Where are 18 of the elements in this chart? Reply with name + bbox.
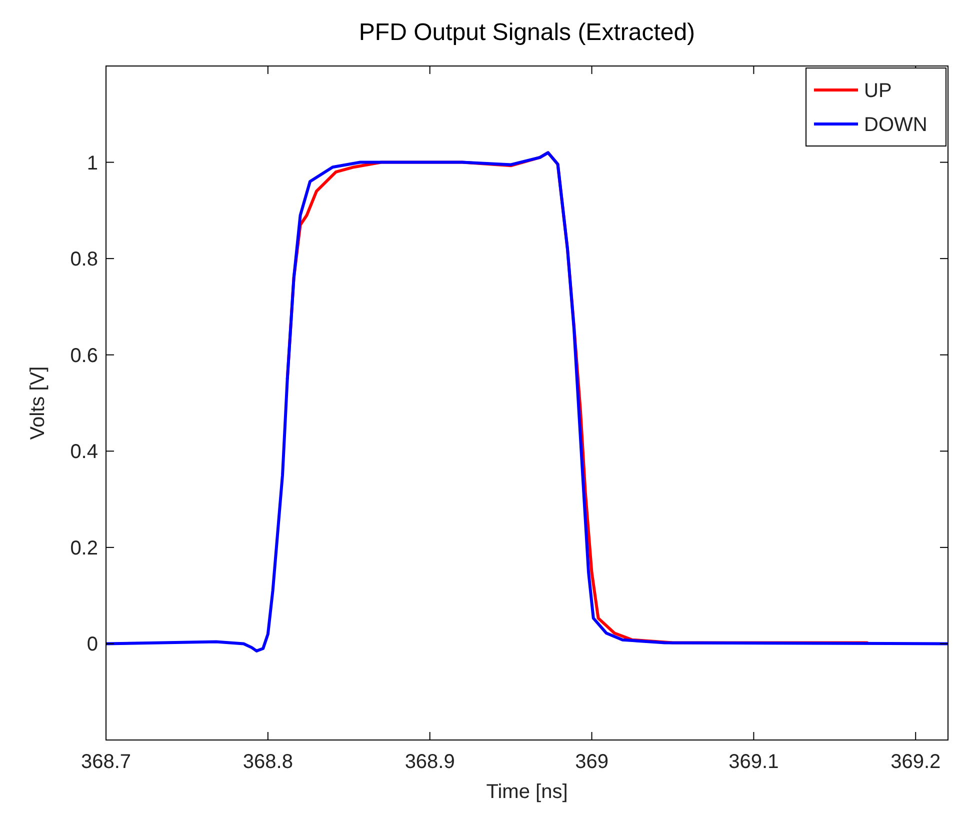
y-tick-label: 0.8 (70, 248, 98, 271)
chart-title: PFD Output Signals (Extracted) (358, 19, 696, 46)
y-tick-label: 1 (86, 152, 98, 174)
x-tick-label: 369.1 (728, 751, 779, 773)
y-axis-title: Volts [V] (27, 366, 49, 440)
y-tick-label: 0.4 (70, 441, 98, 464)
legend-label: UP (864, 80, 892, 102)
y-tick-label: 0.2 (70, 537, 98, 560)
x-tick-label: 369.2 (890, 751, 941, 773)
y-tick-label: 0.6 (70, 344, 98, 367)
x-tick-label: 369 (575, 751, 608, 773)
x-axis-title: Time [ns] (486, 781, 568, 803)
legend-label: DOWN (864, 114, 928, 136)
x-tick-label: 368.7 (80, 751, 132, 773)
x-tick-label: 368.8 (242, 751, 293, 773)
line-series (106, 151, 948, 652)
y-tick-label: 0 (86, 634, 98, 656)
x-tick-label: 368.9 (404, 751, 455, 773)
